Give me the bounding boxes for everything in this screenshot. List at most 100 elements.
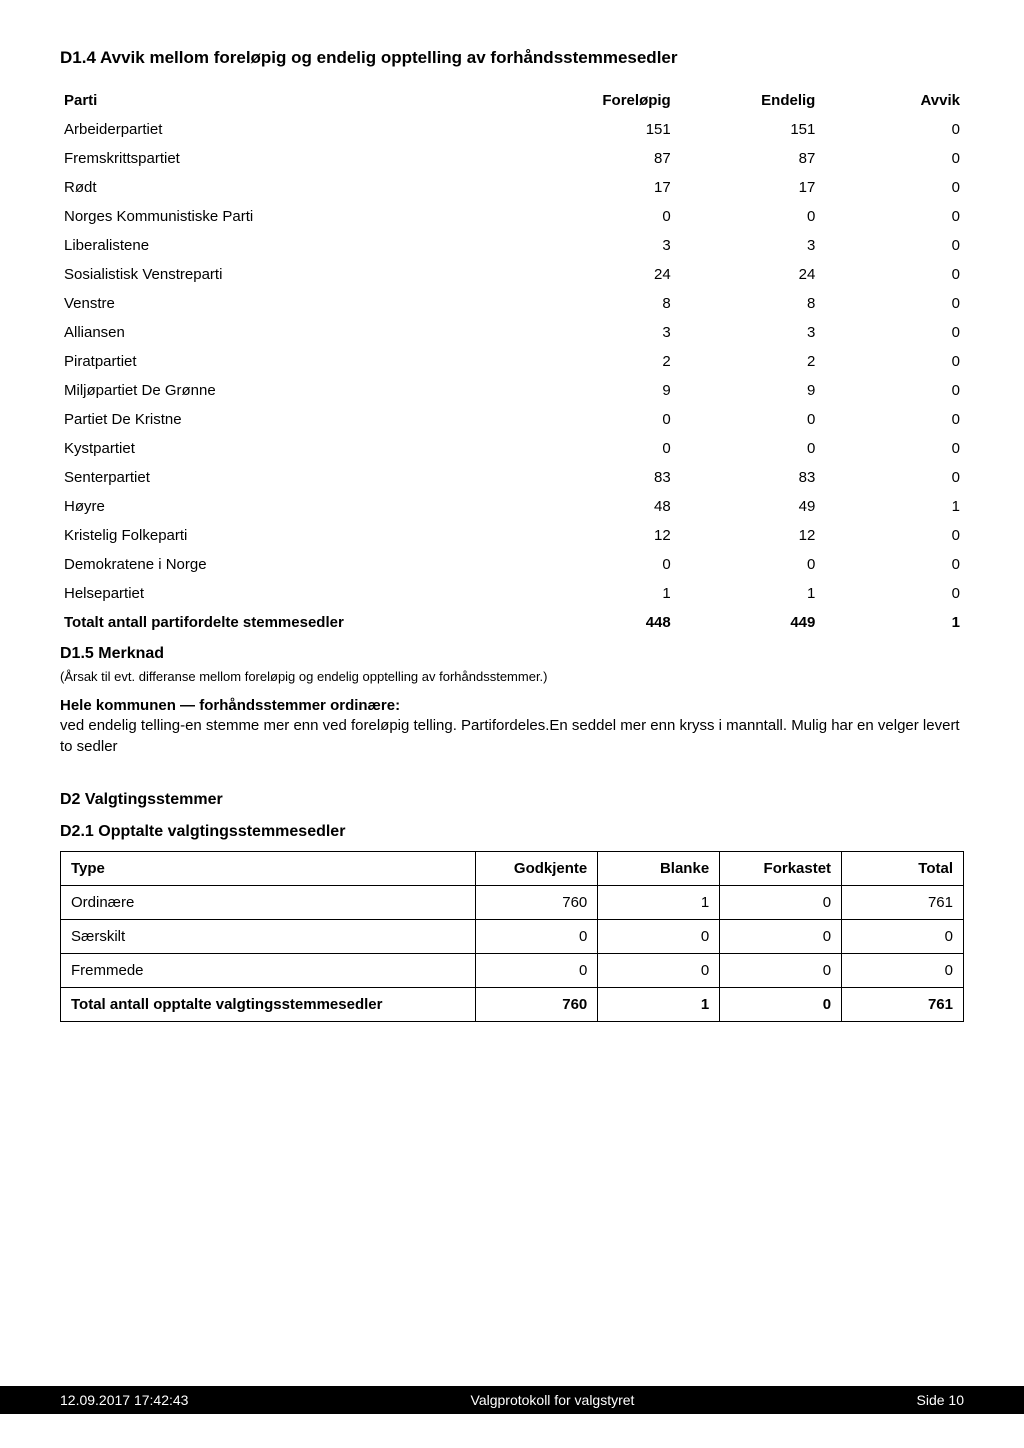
cell-party: Høyre — [60, 492, 530, 521]
cell-type: Ordinære — [61, 885, 476, 919]
cell-endelig: 1 — [675, 579, 820, 608]
d14-col-avvik: Avvik — [819, 86, 964, 115]
cell-endelig: 49 — [675, 492, 820, 521]
d14-total-forelopig: 448 — [530, 608, 675, 637]
cell-total: 0 — [842, 919, 964, 953]
table-row: Venstre880 — [60, 289, 964, 318]
d21-col-total: Total — [842, 851, 964, 885]
d21-total-total: 761 — [842, 987, 964, 1021]
cell-avvik: 0 — [819, 434, 964, 463]
cell-avvik: 0 — [819, 289, 964, 318]
cell-forelopig: 0 — [530, 550, 675, 579]
cell-blanke: 0 — [598, 919, 720, 953]
cell-avvik: 0 — [819, 550, 964, 579]
cell-party: Rødt — [60, 173, 530, 202]
d21-total-godkjente: 760 — [476, 987, 598, 1021]
d15-body-strong: Hele kommunen — forhåndsstemmer ordinære… — [60, 697, 400, 714]
d14-col-parti: Parti — [60, 86, 530, 115]
d15-note: (Årsak til evt. differanse mellom forelø… — [60, 669, 964, 684]
cell-forelopig: 0 — [530, 405, 675, 434]
cell-party: Venstre — [60, 289, 530, 318]
d21-total-blanke: 1 — [598, 987, 720, 1021]
table-row: Ordinære76010761 — [61, 885, 964, 919]
d15-body-rest: ved endelig telling-en stemme mer enn ve… — [60, 717, 960, 754]
table-row: Helsepartiet110 — [60, 579, 964, 608]
d14-table: Parti Foreløpig Endelig Avvik Arbeiderpa… — [60, 86, 964, 637]
cell-forelopig: 8 — [530, 289, 675, 318]
cell-party: Senterpartiet — [60, 463, 530, 492]
d21-col-godkjente: Godkjente — [476, 851, 598, 885]
cell-forkastet: 0 — [720, 953, 842, 987]
table-row: Piratpartiet220 — [60, 347, 964, 376]
cell-endelig: 151 — [675, 115, 820, 144]
cell-endelig: 0 — [675, 550, 820, 579]
d14-total-label: Totalt antall partifordelte stemmesedler — [60, 608, 530, 637]
d21-total-label: Total antall opptalte valgtingsstemmesed… — [61, 987, 476, 1021]
cell-forelopig: 24 — [530, 260, 675, 289]
cell-forelopig: 0 — [530, 434, 675, 463]
cell-forelopig: 151 — [530, 115, 675, 144]
cell-avvik: 0 — [819, 521, 964, 550]
d21-table: Type Godkjente Blanke Forkastet Total Or… — [60, 851, 964, 1022]
cell-forkastet: 0 — [720, 919, 842, 953]
cell-endelig: 3 — [675, 318, 820, 347]
table-row: Fremmede0000 — [61, 953, 964, 987]
cell-avvik: 0 — [819, 115, 964, 144]
cell-party: Piratpartiet — [60, 347, 530, 376]
d2-title: D2 Valgtingsstemmer — [60, 791, 964, 809]
table-row: Kystpartiet000 — [60, 434, 964, 463]
cell-party: Sosialistisk Venstreparti — [60, 260, 530, 289]
cell-avvik: 0 — [819, 202, 964, 231]
cell-forelopig: 3 — [530, 231, 675, 260]
table-row: Liberalistene330 — [60, 231, 964, 260]
cell-godkjente: 0 — [476, 953, 598, 987]
table-row: Rødt17170 — [60, 173, 964, 202]
table-row: Kristelig Folkeparti12120 — [60, 521, 964, 550]
cell-total: 761 — [842, 885, 964, 919]
cell-avvik: 0 — [819, 579, 964, 608]
cell-endelig: 9 — [675, 376, 820, 405]
cell-party: Norges Kommunistiske Parti — [60, 202, 530, 231]
cell-forelopig: 2 — [530, 347, 675, 376]
cell-type: Fremmede — [61, 953, 476, 987]
d21-header-row: Type Godkjente Blanke Forkastet Total — [61, 851, 964, 885]
d15-body: Hele kommunen — forhåndsstemmer ordinære… — [60, 696, 964, 757]
table-row: Senterpartiet83830 — [60, 463, 964, 492]
cell-forelopig: 12 — [530, 521, 675, 550]
cell-godkjente: 0 — [476, 919, 598, 953]
cell-party: Demokratene i Norge — [60, 550, 530, 579]
cell-party: Miljøpartiet De Grønne — [60, 376, 530, 405]
cell-endelig: 0 — [675, 405, 820, 434]
cell-godkjente: 760 — [476, 885, 598, 919]
cell-endelig: 3 — [675, 231, 820, 260]
cell-party: Liberalistene — [60, 231, 530, 260]
table-row: Høyre48491 — [60, 492, 964, 521]
cell-avvik: 0 — [819, 173, 964, 202]
cell-party: Kystpartiet — [60, 434, 530, 463]
d15-title: D1.5 Merknad — [60, 645, 964, 663]
table-row: Sosialistisk Venstreparti24240 — [60, 260, 964, 289]
page: D1.4 Avvik mellom foreløpig og endelig o… — [0, 0, 1024, 1448]
table-row: Særskilt0000 — [61, 919, 964, 953]
d14-col-endelig: Endelig — [675, 86, 820, 115]
cell-forelopig: 17 — [530, 173, 675, 202]
cell-avvik: 0 — [819, 144, 964, 173]
d21-title: D2.1 Opptalte valgtingsstemmesedler — [60, 823, 964, 841]
cell-total: 0 — [842, 953, 964, 987]
cell-forelopig: 87 — [530, 144, 675, 173]
cell-blanke: 1 — [598, 885, 720, 919]
cell-endelig: 0 — [675, 202, 820, 231]
table-row: Demokratene i Norge000 — [60, 550, 964, 579]
cell-endelig: 0 — [675, 434, 820, 463]
table-row: Fremskrittspartiet87870 — [60, 144, 964, 173]
cell-endelig: 87 — [675, 144, 820, 173]
cell-forelopig: 1 — [530, 579, 675, 608]
d14-title: D1.4 Avvik mellom foreløpig og endelig o… — [60, 48, 964, 68]
cell-endelig: 2 — [675, 347, 820, 376]
d14-total-row: Totalt antall partifordelte stemmesedler… — [60, 608, 964, 637]
cell-endelig: 83 — [675, 463, 820, 492]
cell-forkastet: 0 — [720, 885, 842, 919]
d21-total-row: Total antall opptalte valgtingsstemmesed… — [61, 987, 964, 1021]
cell-party: Fremskrittspartiet — [60, 144, 530, 173]
cell-party: Arbeiderpartiet — [60, 115, 530, 144]
